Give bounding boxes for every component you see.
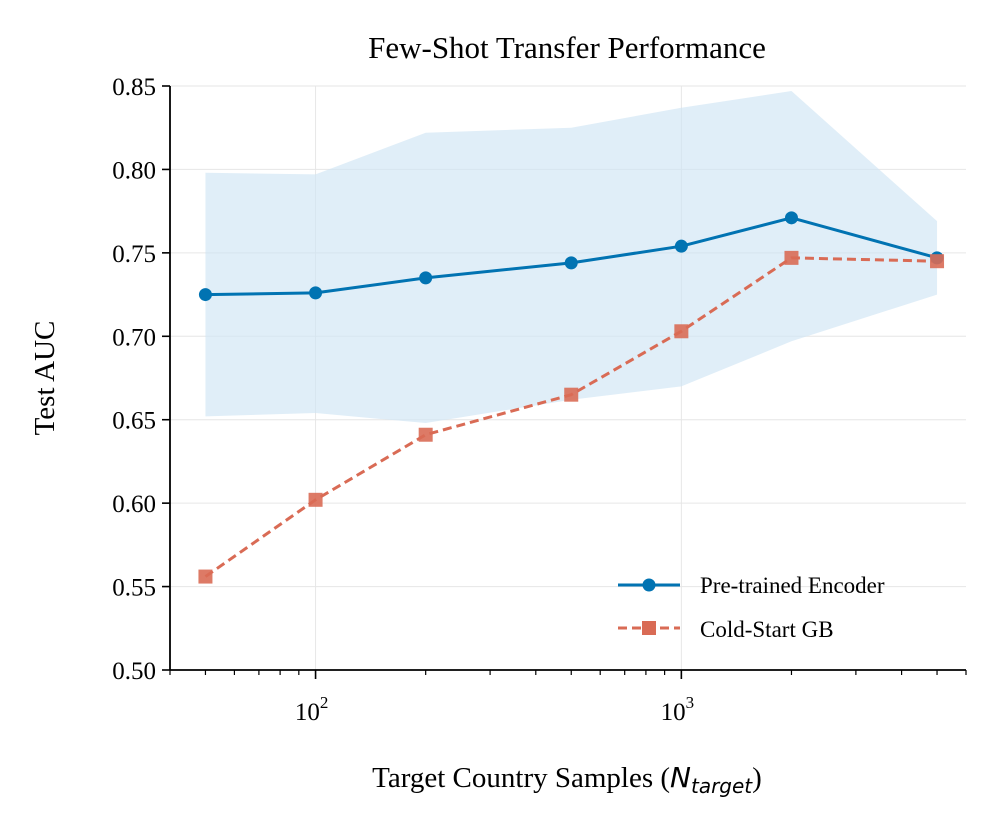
data-point-coldstart bbox=[198, 569, 213, 584]
y-tick-label: 0.75 bbox=[112, 241, 156, 268]
legend-label-pretrained: Pre-trained Encoder bbox=[700, 573, 885, 598]
data-point-coldstart bbox=[308, 492, 323, 507]
chart-title: Few-Shot Transfer Performance bbox=[368, 30, 766, 65]
data-point-pretrained bbox=[309, 286, 323, 300]
y-tick-label: 0.65 bbox=[112, 408, 156, 435]
x-axis-label-subscript: target bbox=[691, 774, 753, 798]
x-axis-label-suffix: ) bbox=[752, 762, 762, 794]
legend-label-coldstart: Cold-Start GB bbox=[700, 617, 834, 642]
data-point-pretrained bbox=[674, 239, 688, 253]
data-point-coldstart bbox=[418, 427, 433, 442]
x-tick-label: 102 bbox=[295, 693, 329, 726]
data-point-coldstart bbox=[784, 250, 799, 265]
y-tick-label: 0.85 bbox=[112, 74, 156, 101]
data-point-pretrained bbox=[564, 256, 578, 270]
axes-layer bbox=[162, 85, 967, 679]
data-point-pretrained bbox=[198, 288, 212, 302]
x-tick-label: 103 bbox=[661, 693, 695, 726]
data-point-pretrained bbox=[419, 271, 433, 285]
data-point-coldstart bbox=[564, 387, 579, 402]
x-axis-label-symbol: N bbox=[670, 761, 691, 794]
data-point-coldstart bbox=[674, 324, 689, 339]
data-point-pretrained bbox=[784, 211, 798, 225]
y-tick-label: 0.55 bbox=[112, 575, 156, 602]
legend: Pre-trained Encoder Cold-Start GB bbox=[618, 573, 885, 642]
x-axis-label-prefix: Target Country Samples ( bbox=[372, 762, 670, 794]
y-tick-label: 0.50 bbox=[112, 658, 156, 685]
legend-marker-pretrained bbox=[642, 578, 656, 592]
y-tick-label: 0.80 bbox=[112, 157, 156, 184]
tick-labels: 0.50 0.55 0.60 0.65 0.70 0.75 0.80 0.85 102 103 bbox=[112, 74, 694, 726]
y-axis-label: Test AUC bbox=[29, 321, 61, 436]
data-point-coldstart bbox=[930, 254, 945, 269]
y-tick-label: 0.70 bbox=[112, 324, 156, 351]
x-axis-label: Target Country Samples (Ntarget) bbox=[372, 761, 762, 798]
series-layer bbox=[198, 211, 945, 584]
legend-marker-coldstart bbox=[642, 621, 656, 635]
y-tick-label: 0.60 bbox=[112, 491, 156, 518]
